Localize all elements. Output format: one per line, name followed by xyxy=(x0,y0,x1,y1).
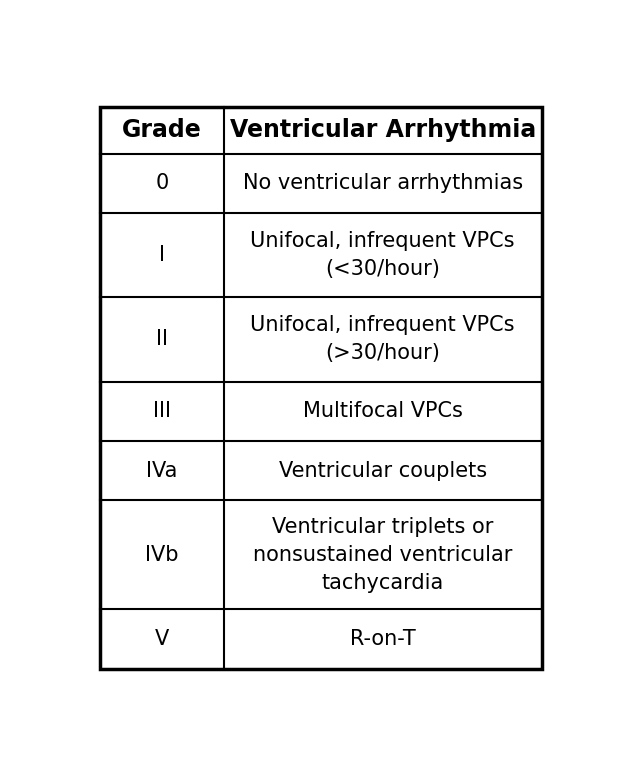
Text: R-on-T: R-on-T xyxy=(350,629,416,649)
Text: Unifocal, infrequent VPCs
(<30/hour): Unifocal, infrequent VPCs (<30/hour) xyxy=(250,231,515,280)
Text: IVb: IVb xyxy=(145,545,178,564)
Text: V: V xyxy=(155,629,169,649)
Text: IVa: IVa xyxy=(146,461,178,481)
Text: Ventricular triplets or
nonsustained ventricular
tachycardia: Ventricular triplets or nonsustained ven… xyxy=(253,517,512,593)
Text: I: I xyxy=(159,245,165,265)
Text: Grade: Grade xyxy=(122,118,202,142)
Text: 0: 0 xyxy=(155,174,168,194)
Text: No ventricular arrhythmias: No ventricular arrhythmias xyxy=(242,174,523,194)
Text: III: III xyxy=(153,401,171,422)
Text: Ventricular couplets: Ventricular couplets xyxy=(279,461,486,481)
Text: II: II xyxy=(156,329,168,349)
Text: Unifocal, infrequent VPCs
(>30/hour): Unifocal, infrequent VPCs (>30/hour) xyxy=(250,316,515,363)
Text: Multifocal VPCs: Multifocal VPCs xyxy=(303,401,463,422)
Text: Ventricular Arrhythmia: Ventricular Arrhythmia xyxy=(230,118,536,142)
